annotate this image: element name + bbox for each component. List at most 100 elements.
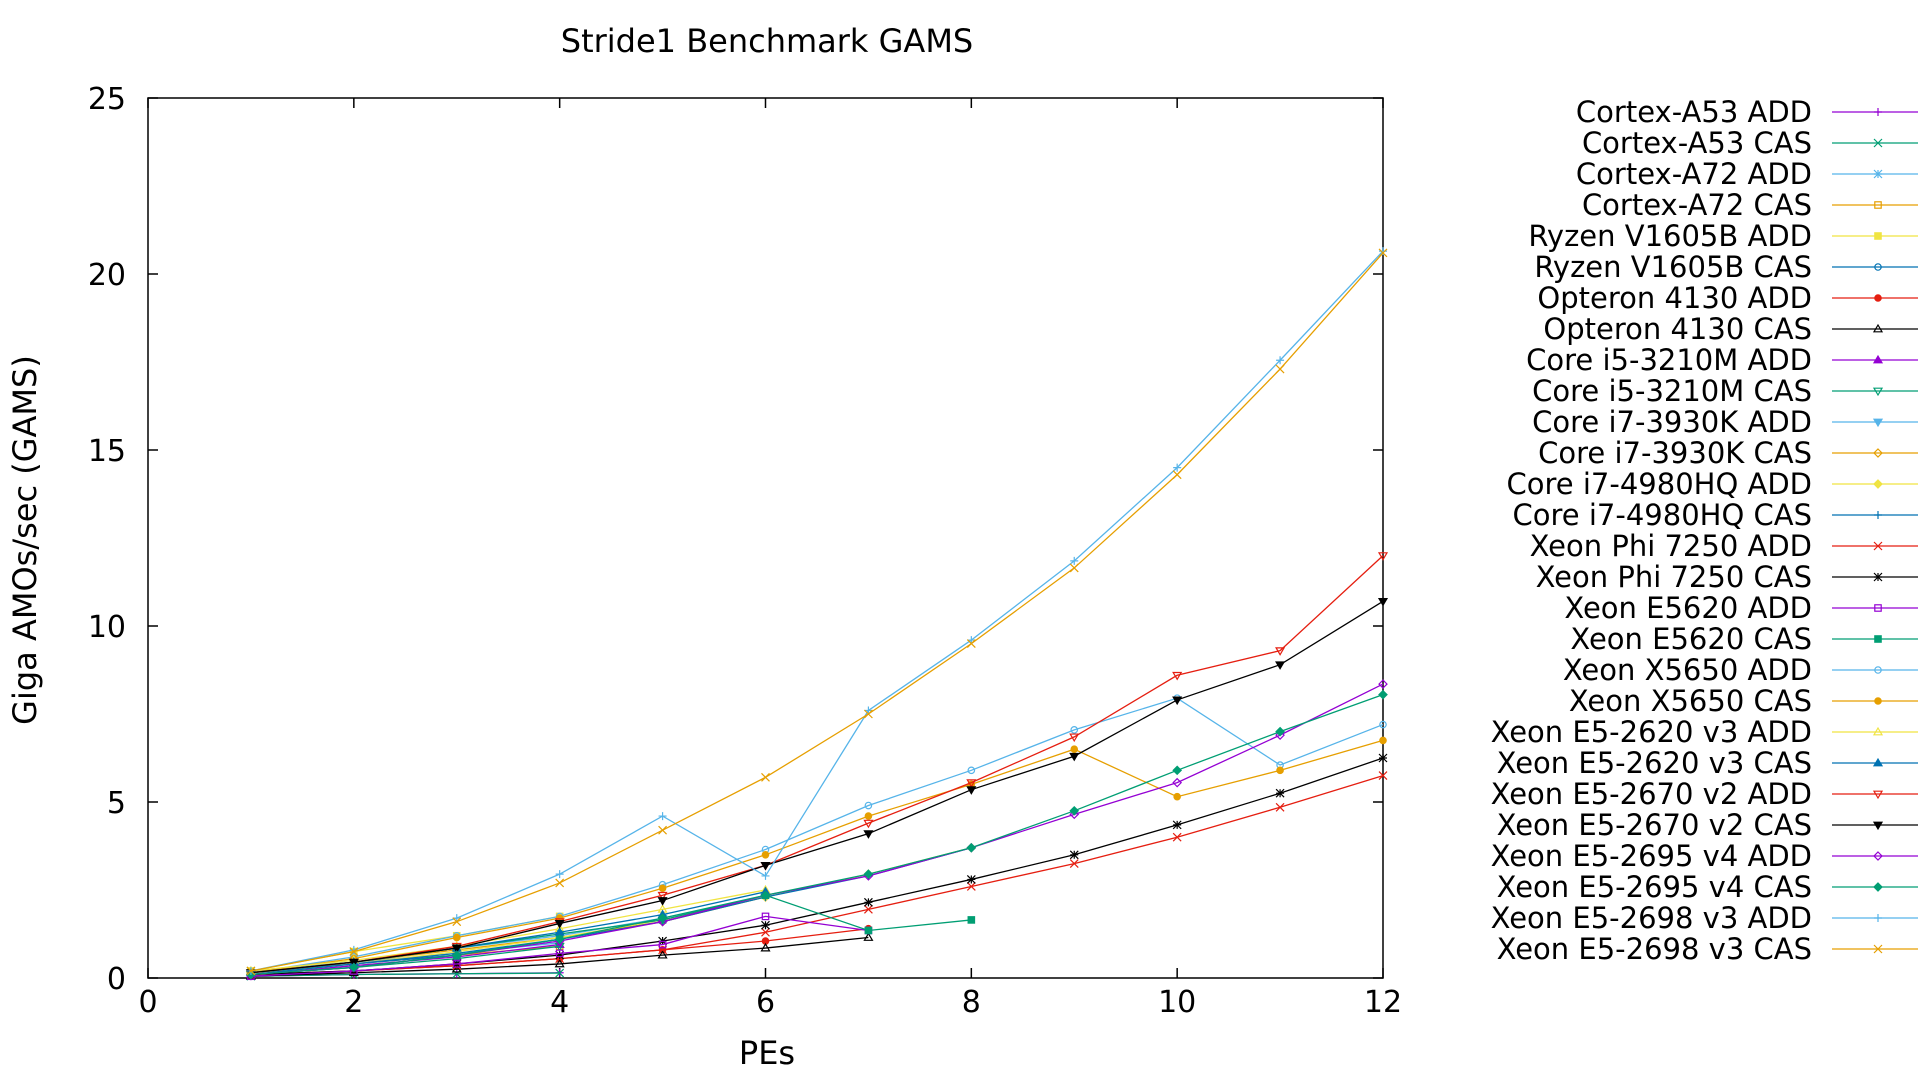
point-19-2 bbox=[452, 933, 461, 942]
series-26 bbox=[246, 247, 1387, 975]
series-19 bbox=[247, 736, 1387, 977]
point-19-5 bbox=[761, 850, 770, 859]
series-line-18 bbox=[250, 697, 1384, 974]
point-15-6 bbox=[863, 897, 873, 907]
point-27-10 bbox=[1275, 364, 1285, 374]
point-23-11 bbox=[1377, 597, 1389, 607]
legend-marker-8 bbox=[1872, 354, 1884, 364]
x-tick-label-6: 12 bbox=[1364, 985, 1402, 1020]
point-19-11 bbox=[1379, 736, 1387, 745]
x-tick-label-5: 10 bbox=[1158, 985, 1196, 1020]
legend-item-22: Xeon E5-2670 v2 ADD bbox=[1491, 777, 1918, 811]
point-26-5 bbox=[761, 871, 770, 880]
point-24-9 bbox=[1172, 777, 1183, 788]
x-tick-label-3: 6 bbox=[756, 985, 775, 1020]
legend-item-25: Xeon E5-2695 v4 CAS bbox=[1497, 870, 1918, 904]
point-26-6 bbox=[864, 706, 873, 715]
point-22-7 bbox=[966, 779, 977, 788]
y-tick-label-3: 15 bbox=[88, 434, 126, 469]
point-1-3 bbox=[555, 968, 565, 978]
y-tick-label-4: 20 bbox=[88, 258, 126, 293]
legend-item-16: Xeon E5620 ADD bbox=[1564, 591, 1918, 625]
point-22-6 bbox=[863, 819, 874, 829]
x-tick-label-0: 0 bbox=[138, 985, 157, 1020]
point-17-6 bbox=[864, 926, 873, 935]
legend-item-23: Xeon E5-2670 v2 CAS bbox=[1497, 808, 1918, 842]
y-tick-label-0: 0 bbox=[107, 962, 126, 997]
legend-marker-3 bbox=[1874, 201, 1882, 209]
point-25-2 bbox=[451, 950, 462, 960]
point-14-10 bbox=[1275, 802, 1285, 812]
point-19-6 bbox=[864, 812, 873, 820]
legend-marker-12 bbox=[1873, 479, 1883, 489]
legend-label-20: Xeon E5-2620 v3 ADD bbox=[1491, 715, 1812, 749]
legend-item-4: Ryzen V1605B ADD bbox=[1528, 219, 1918, 253]
point-24-11 bbox=[1378, 679, 1388, 689]
legend-item-27: Xeon E5-2698 v3 CAS bbox=[1497, 932, 1918, 966]
point-19-4 bbox=[658, 884, 667, 893]
point-25-3 bbox=[554, 934, 565, 945]
legend-label-9: Core i5-3210M CAS bbox=[1532, 374, 1812, 408]
point-23-3 bbox=[554, 920, 565, 929]
point-25-1 bbox=[348, 962, 359, 973]
point-22-8 bbox=[1069, 733, 1080, 743]
point-14-6 bbox=[863, 904, 873, 914]
point-25-4 bbox=[657, 913, 668, 924]
legend-marker-19 bbox=[1874, 697, 1882, 705]
legend-label-7: Opteron 4130 CAS bbox=[1543, 312, 1812, 346]
point-25-5 bbox=[760, 890, 771, 901]
legend-marker-11 bbox=[1873, 448, 1883, 458]
legend-label-10: Core i7-3930K ADD bbox=[1532, 405, 1812, 439]
series-line-15 bbox=[250, 757, 1384, 976]
point-25-9 bbox=[1172, 765, 1183, 776]
point-26-8 bbox=[1070, 556, 1079, 565]
series-20 bbox=[245, 884, 771, 975]
legend-marker-14 bbox=[1873, 541, 1883, 551]
point-27-1 bbox=[349, 947, 359, 957]
legend-item-12: Core i7-4980HQ ADD bbox=[1507, 467, 1918, 501]
legend-marker-6 bbox=[1874, 294, 1882, 302]
legend-label-21: Xeon E5-2620 v3 CAS bbox=[1497, 746, 1812, 780]
axis-ticks: 0 2 4 6 8 10 12 0 5 10 15 20 25 bbox=[88, 82, 1402, 1020]
point-26-9 bbox=[1173, 463, 1182, 472]
series-group bbox=[245, 247, 1389, 981]
legend-marker-18 bbox=[1874, 666, 1882, 674]
legend-label-8: Core i5-3210M ADD bbox=[1526, 343, 1812, 377]
series-line-20 bbox=[250, 889, 766, 972]
point-27-8 bbox=[1069, 563, 1079, 573]
x-tick-label-1: 2 bbox=[344, 985, 363, 1020]
legend-marker-27 bbox=[1873, 944, 1883, 954]
x-axis-label: PEs bbox=[739, 1034, 795, 1072]
legend-label-14: Xeon Phi 7250 ADD bbox=[1530, 529, 1812, 563]
legend-label-18: Xeon X5650 ADD bbox=[1563, 653, 1812, 687]
point-15-7 bbox=[966, 875, 976, 884]
series-24 bbox=[246, 679, 1388, 980]
x-tick-label-2: 4 bbox=[550, 985, 569, 1020]
series-line-14 bbox=[250, 774, 1384, 976]
legend-label-22: Xeon E5-2670 v2 ADD bbox=[1491, 777, 1812, 811]
y-tick-label-2: 10 bbox=[88, 610, 126, 645]
point-26-4 bbox=[658, 812, 667, 821]
point-16-5 bbox=[761, 912, 770, 921]
series-line-1 bbox=[250, 972, 560, 977]
point-16-2 bbox=[452, 960, 461, 968]
legend-item-0: Cortex-A53 ADD bbox=[1576, 95, 1918, 129]
point-27-5 bbox=[761, 772, 770, 782]
legend-marker-2 bbox=[1873, 169, 1883, 179]
series-line-19 bbox=[250, 739, 1384, 974]
point-26-2 bbox=[452, 914, 461, 923]
legend-marker-26 bbox=[1874, 914, 1882, 922]
legend-marker-5 bbox=[1874, 263, 1882, 271]
point-22-4 bbox=[657, 891, 668, 901]
legend-marker-10 bbox=[1872, 418, 1884, 428]
legend-item-15: Xeon Phi 7250 CAS bbox=[1536, 560, 1918, 594]
point-15-8 bbox=[1069, 850, 1079, 860]
point-15-10 bbox=[1275, 788, 1285, 798]
point-7-4 bbox=[657, 949, 668, 959]
legend-item-17: Xeon E5620 CAS bbox=[1570, 622, 1918, 656]
series-line-27 bbox=[250, 252, 1384, 972]
point-22-11 bbox=[1377, 552, 1389, 561]
legend-marker-7 bbox=[1872, 323, 1884, 333]
point-14-11 bbox=[1378, 771, 1388, 781]
